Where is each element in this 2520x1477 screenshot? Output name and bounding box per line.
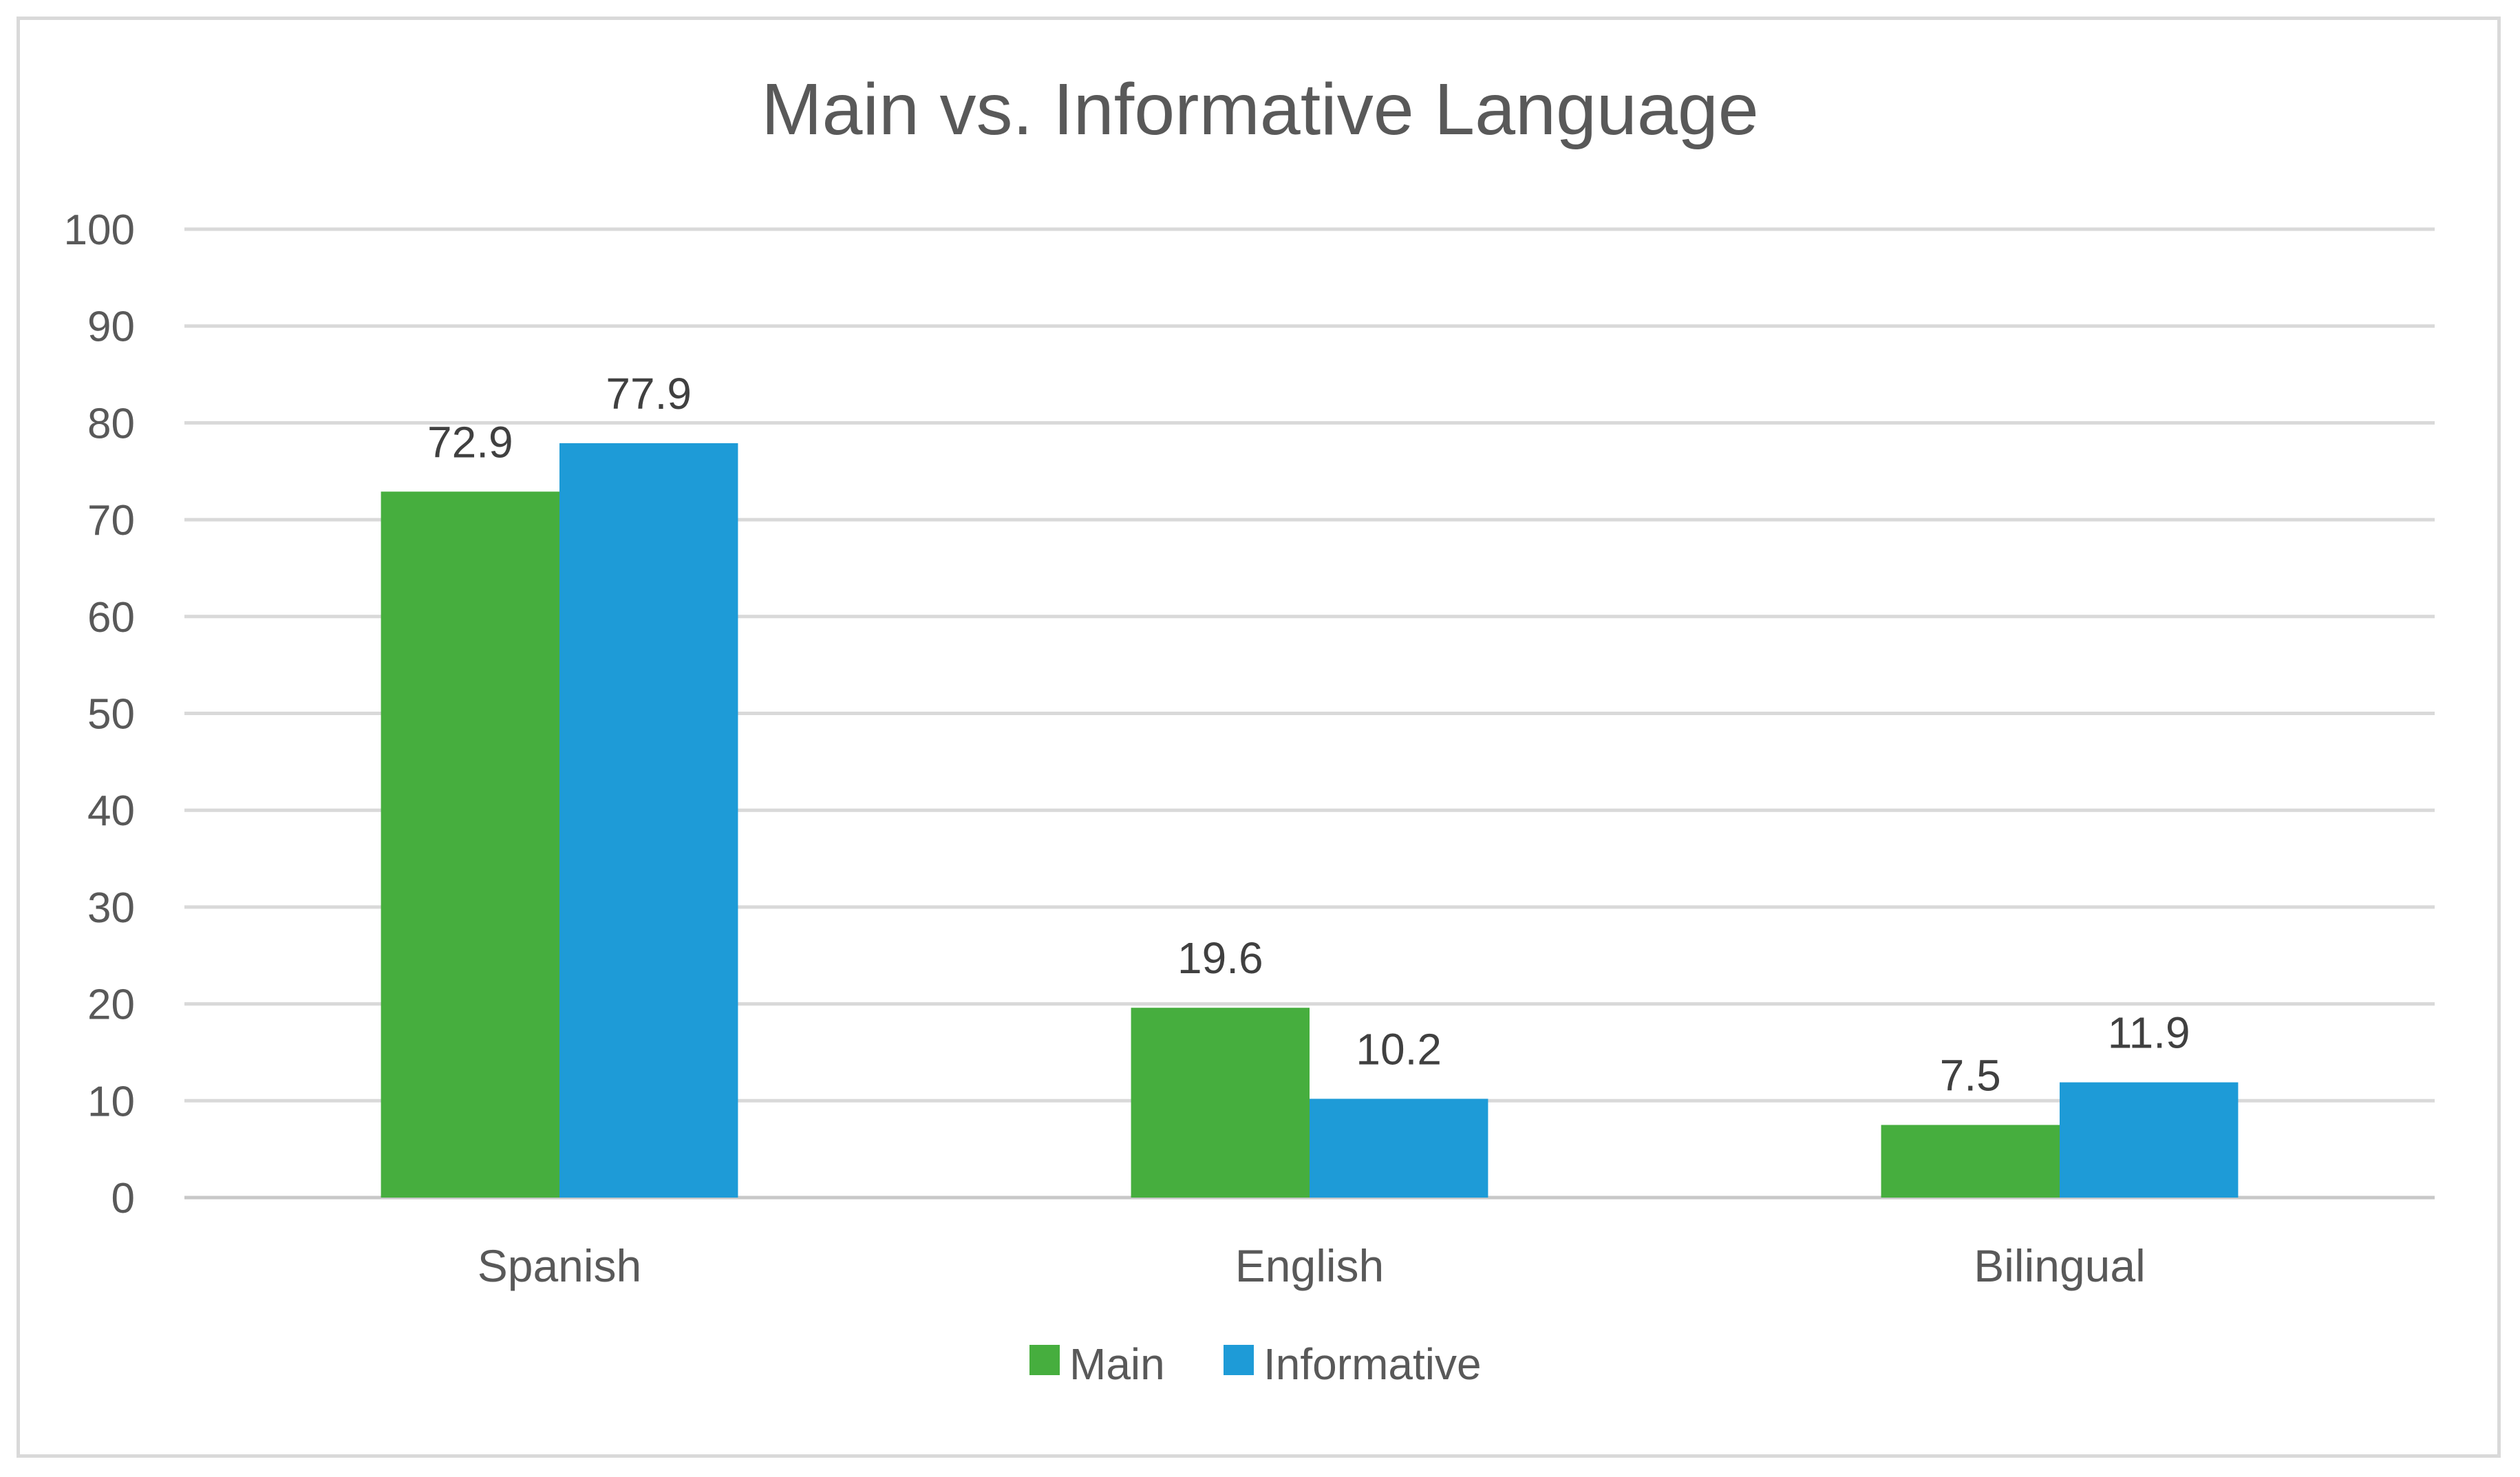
legend-label-informative: Informative xyxy=(1263,1339,1482,1389)
legend-label-main: Main xyxy=(1069,1339,1165,1389)
x-category-label-spanish: Spanish xyxy=(478,1240,642,1291)
legend: Main Informative xyxy=(1029,1339,1482,1389)
y-tick-label: 20 xyxy=(87,981,135,1029)
data-labels: 72.9 77.9 19.6 10.2 7.5 11.9 xyxy=(427,369,2190,1101)
bar-informative-spanish xyxy=(559,443,738,1198)
bars xyxy=(381,443,2239,1198)
bar-main-bilingual xyxy=(1881,1125,2060,1198)
y-tick-label: 80 xyxy=(87,400,135,447)
y-tick-label: 30 xyxy=(87,884,135,932)
bar-main-english xyxy=(1131,1008,1310,1198)
data-label-informative-english: 10.2 xyxy=(1356,1024,1442,1074)
y-tick-label: 40 xyxy=(87,787,135,835)
y-tick-label: 100 xyxy=(64,206,135,254)
y-tick-label: 90 xyxy=(87,304,135,351)
legend-swatch-main xyxy=(1029,1345,1060,1375)
data-label-main-english: 19.6 xyxy=(1177,933,1263,983)
data-label-main-spanish: 72.9 xyxy=(427,417,513,467)
y-tick-label: 10 xyxy=(87,1078,135,1125)
x-axis: Spanish English Bilingual xyxy=(478,1240,2146,1291)
chart-title: Main vs. Informative Language xyxy=(761,69,1758,150)
data-label-informative-bilingual: 11.9 xyxy=(2108,1008,2190,1058)
data-label-informative-spanish: 77.9 xyxy=(606,369,692,418)
data-label-main-bilingual: 7.5 xyxy=(1940,1050,2001,1100)
legend-swatch-informative xyxy=(1224,1345,1254,1375)
bar-informative-english xyxy=(1310,1098,1488,1198)
y-tick-label: 50 xyxy=(87,691,135,738)
y-axis: 0 10 20 30 40 50 60 70 80 90 100 xyxy=(64,206,135,1222)
y-tick-label: 60 xyxy=(87,594,135,641)
y-tick-label: 0 xyxy=(111,1175,135,1222)
bar-informative-bilingual xyxy=(2060,1082,2239,1198)
x-category-label-english: English xyxy=(1235,1240,1384,1291)
bar-main-spanish xyxy=(381,491,559,1198)
y-tick-label: 70 xyxy=(87,497,135,544)
x-category-label-bilingual: Bilingual xyxy=(1974,1240,2146,1291)
